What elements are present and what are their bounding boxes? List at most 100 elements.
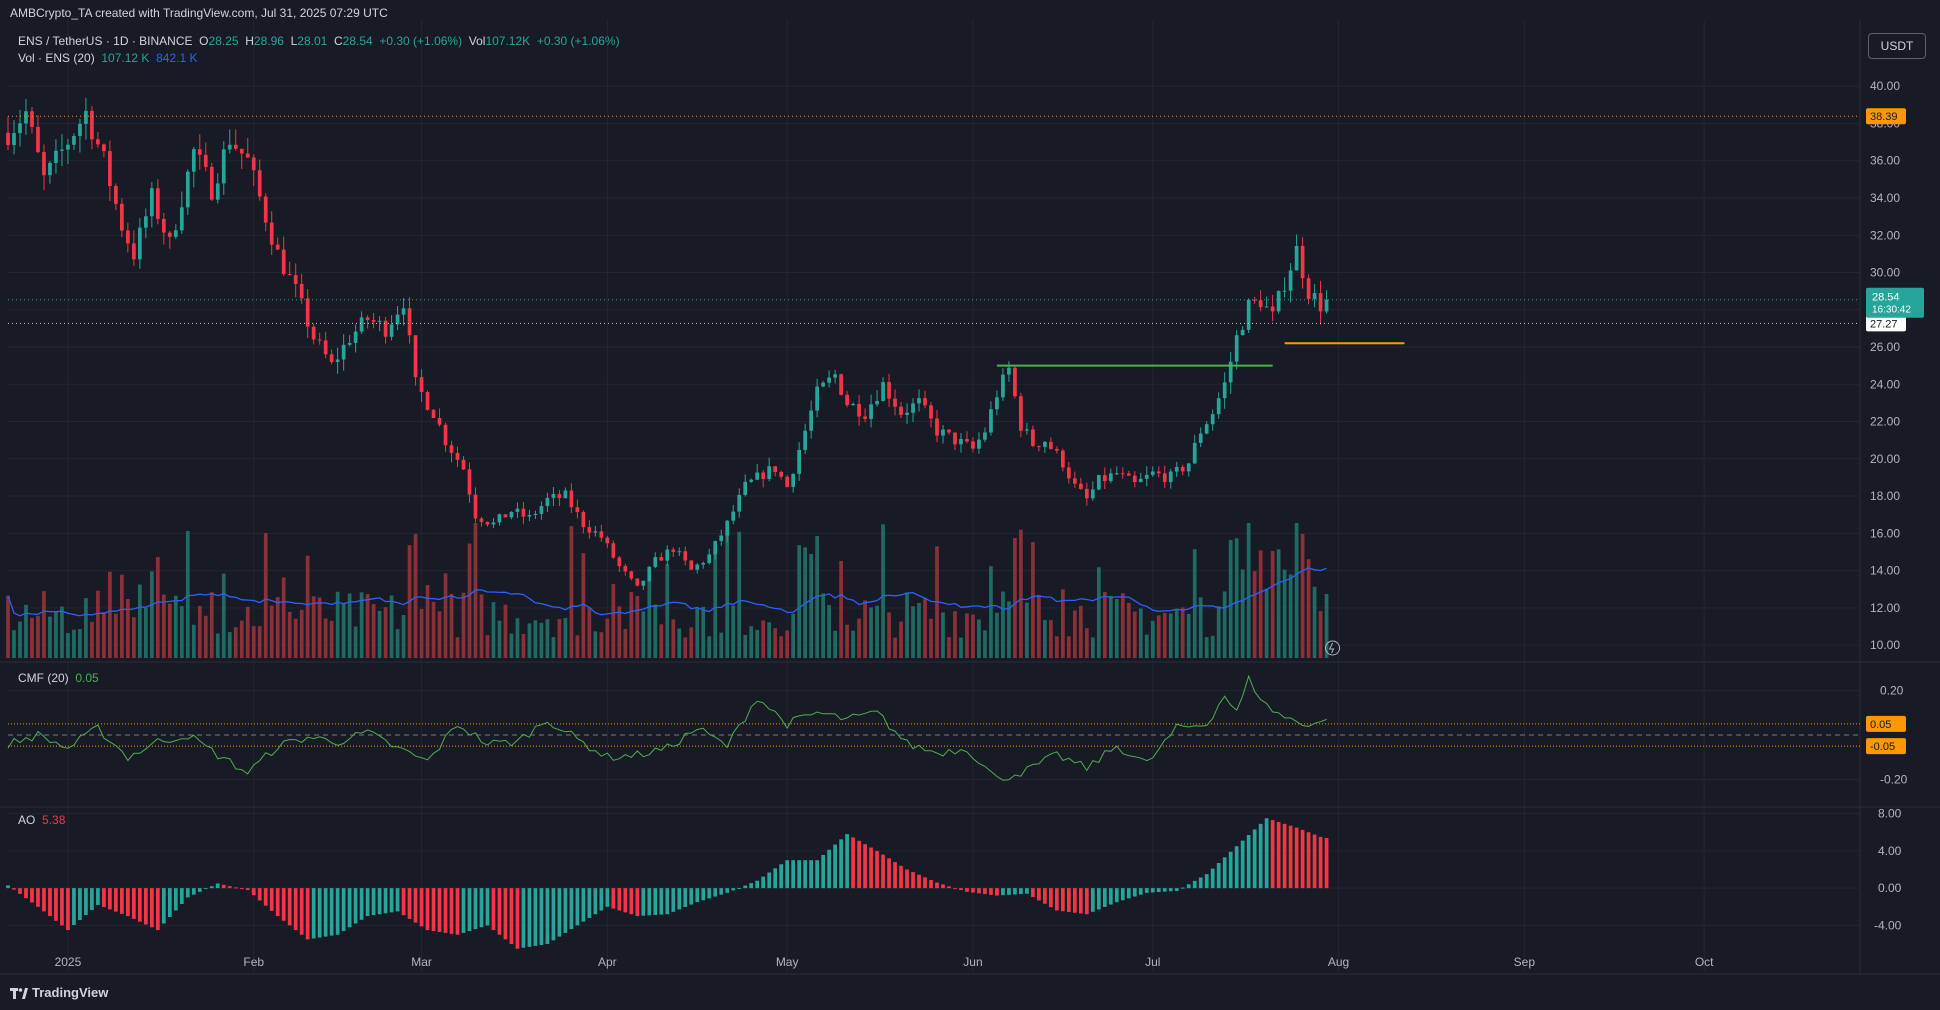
- candle: [581, 510, 586, 534]
- volume-bar: [60, 606, 64, 658]
- candle: [1061, 448, 1065, 472]
- candle: [1276, 290, 1281, 314]
- volume-bar: [1204, 637, 1209, 658]
- candle-body: [1270, 306, 1275, 312]
- volume-bar: [539, 622, 544, 658]
- candle-body: [653, 557, 658, 567]
- candle-body: [1312, 293, 1317, 299]
- candle-body: [102, 144, 106, 152]
- volume-bar: [54, 611, 58, 658]
- ao-bar: [1294, 827, 1299, 889]
- ao-legend[interactable]: AO 5.38: [18, 813, 65, 827]
- price-tick-label: 30.00: [1870, 266, 1900, 280]
- volume-bar: [527, 623, 532, 658]
- candle: [1234, 330, 1239, 370]
- volume-legend[interactable]: Vol · ENS (20) 107.12 K 842.1 K: [18, 51, 197, 65]
- volume-bar: [143, 607, 148, 658]
- candle-body: [1102, 475, 1107, 482]
- candle: [96, 132, 100, 148]
- volume-bar: [545, 619, 550, 658]
- volume-bar: [521, 633, 526, 658]
- volume-bar: [635, 595, 640, 658]
- ao-bar: [293, 888, 298, 931]
- candle-body: [1037, 445, 1041, 447]
- time-tick-label: Oct: [1695, 955, 1714, 969]
- candle: [779, 470, 784, 480]
- ao-bar: [1168, 888, 1173, 892]
- candle-body: [1216, 398, 1221, 415]
- tradingview-logo[interactable]: TradingView: [10, 985, 108, 1000]
- candle-body: [1276, 291, 1281, 312]
- candle-body: [479, 518, 484, 522]
- volume-bar: [533, 620, 538, 658]
- ao-bar: [18, 888, 22, 894]
- time-tick-label: May: [776, 955, 799, 969]
- cmf-title[interactable]: CMF (20): [18, 671, 69, 685]
- volume-bar: [257, 626, 262, 658]
- cmf-legend[interactable]: CMF (20) 0.05: [18, 671, 99, 685]
- volume-bar: [1168, 613, 1173, 658]
- volume-bar: [857, 618, 861, 658]
- ao-bar: [227, 886, 232, 889]
- ao-bar: [863, 844, 867, 889]
- candle: [1228, 351, 1233, 394]
- candle-body: [1055, 448, 1059, 451]
- candle-body: [893, 398, 897, 407]
- candle: [1013, 366, 1017, 399]
- candle-body: [845, 394, 849, 406]
- candle: [713, 540, 718, 560]
- ao-bar: [1043, 888, 1047, 904]
- price-tick-label: 32.00: [1870, 228, 1900, 242]
- candle-body: [569, 490, 574, 508]
- price-axis-background: [1860, 0, 1940, 975]
- candle: [1192, 434, 1197, 465]
- candle-body: [251, 157, 256, 171]
- ao-bar: [983, 888, 987, 895]
- ao-bar: [1162, 888, 1167, 892]
- candle: [18, 109, 22, 147]
- candle-body: [395, 314, 400, 325]
- volume-bar: [827, 605, 831, 658]
- candle: [965, 431, 969, 444]
- candle-body: [413, 335, 418, 378]
- candle: [1180, 464, 1185, 476]
- volume-indicator-title[interactable]: Vol · ENS (20): [18, 51, 95, 65]
- ao-bar: [1210, 868, 1215, 889]
- candle: [1049, 437, 1053, 450]
- symbol-legend[interactable]: ENS / TetherUS · 1D · BINANCE O28.25 H28…: [18, 34, 620, 48]
- candle: [491, 518, 496, 529]
- ao-bar: [329, 888, 334, 936]
- ao-bar: [749, 883, 754, 889]
- candle: [533, 510, 538, 520]
- volume-value: 107.12K: [485, 34, 531, 48]
- candle-body: [281, 249, 286, 275]
- candle: [917, 389, 921, 412]
- ao-title[interactable]: AO: [18, 813, 36, 827]
- candle-body: [18, 123, 22, 134]
- volume-bar: [917, 602, 921, 658]
- candle-body: [1061, 450, 1065, 468]
- candle: [995, 390, 999, 416]
- candle-body: [377, 320, 382, 322]
- ao-bar: [755, 880, 760, 889]
- candle: [335, 347, 340, 374]
- volume-bar: [611, 583, 616, 658]
- candle: [377, 316, 382, 332]
- ao-bar: [497, 888, 502, 935]
- candle: [24, 98, 28, 135]
- volume-bar: [30, 617, 34, 658]
- candle-body: [863, 416, 867, 419]
- volume-bar: [42, 591, 46, 658]
- candle: [791, 473, 796, 493]
- candle-body: [1228, 361, 1233, 383]
- candle: [1037, 445, 1041, 452]
- symbol-title[interactable]: ENS / TetherUS · 1D · BINANCE: [18, 34, 193, 48]
- candle-body: [809, 410, 813, 431]
- candle: [911, 398, 915, 422]
- candle: [881, 377, 885, 402]
- candle: [707, 548, 712, 565]
- candle: [1144, 466, 1149, 487]
- ao-bar: [1061, 888, 1065, 912]
- currency-button[interactable]: USDT: [1868, 33, 1926, 59]
